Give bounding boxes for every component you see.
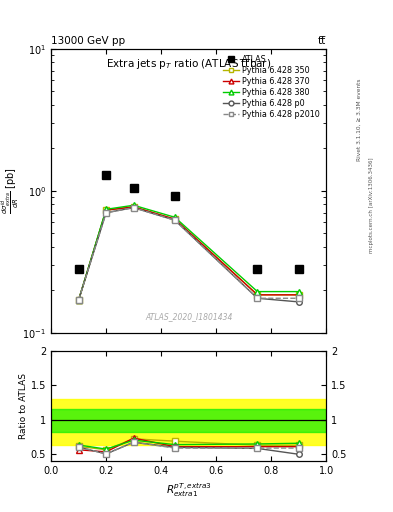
Text: 13000 GeV pp: 13000 GeV pp [51,36,125,46]
ATLAS [76,266,81,272]
X-axis label: $R_{extra1}^{pT,extra3}$: $R_{extra1}^{pT,extra3}$ [166,481,211,499]
Text: ATLAS_2020_I1801434: ATLAS_2020_I1801434 [145,312,232,322]
ATLAS [173,193,177,199]
ATLAS [296,266,301,272]
ATLAS [131,185,136,191]
ATLAS [104,172,108,178]
Y-axis label: Ratio to ATLAS: Ratio to ATLAS [19,373,28,439]
Y-axis label: $\frac{d\sigma^{id}_{extra}}{dR}$ [pb]: $\frac{d\sigma^{id}_{extra}}{dR}$ [pb] [0,167,21,214]
Bar [51,409,326,432]
Legend: ATLAS, Pythia 6.428 350, Pythia 6.428 370, Pythia 6.428 380, Pythia 6.428 p0, Py: ATLAS, Pythia 6.428 350, Pythia 6.428 37… [220,53,322,121]
Text: Extra jets p$_T$ ratio (ATLAS t̅t̅bar): Extra jets p$_T$ ratio (ATLAS t̅t̅bar) [106,57,271,71]
Text: Rivet 3.1.10, ≥ 3.3M events: Rivet 3.1.10, ≥ 3.3M events [357,78,362,161]
ATLAS [255,266,260,272]
Bar [51,399,326,445]
Text: mcplots.cern.ch [arXiv:1306.3436]: mcplots.cern.ch [arXiv:1306.3436] [369,157,374,253]
Line: ATLAS: ATLAS [75,170,303,273]
Text: tt̅: tt̅ [318,36,326,46]
